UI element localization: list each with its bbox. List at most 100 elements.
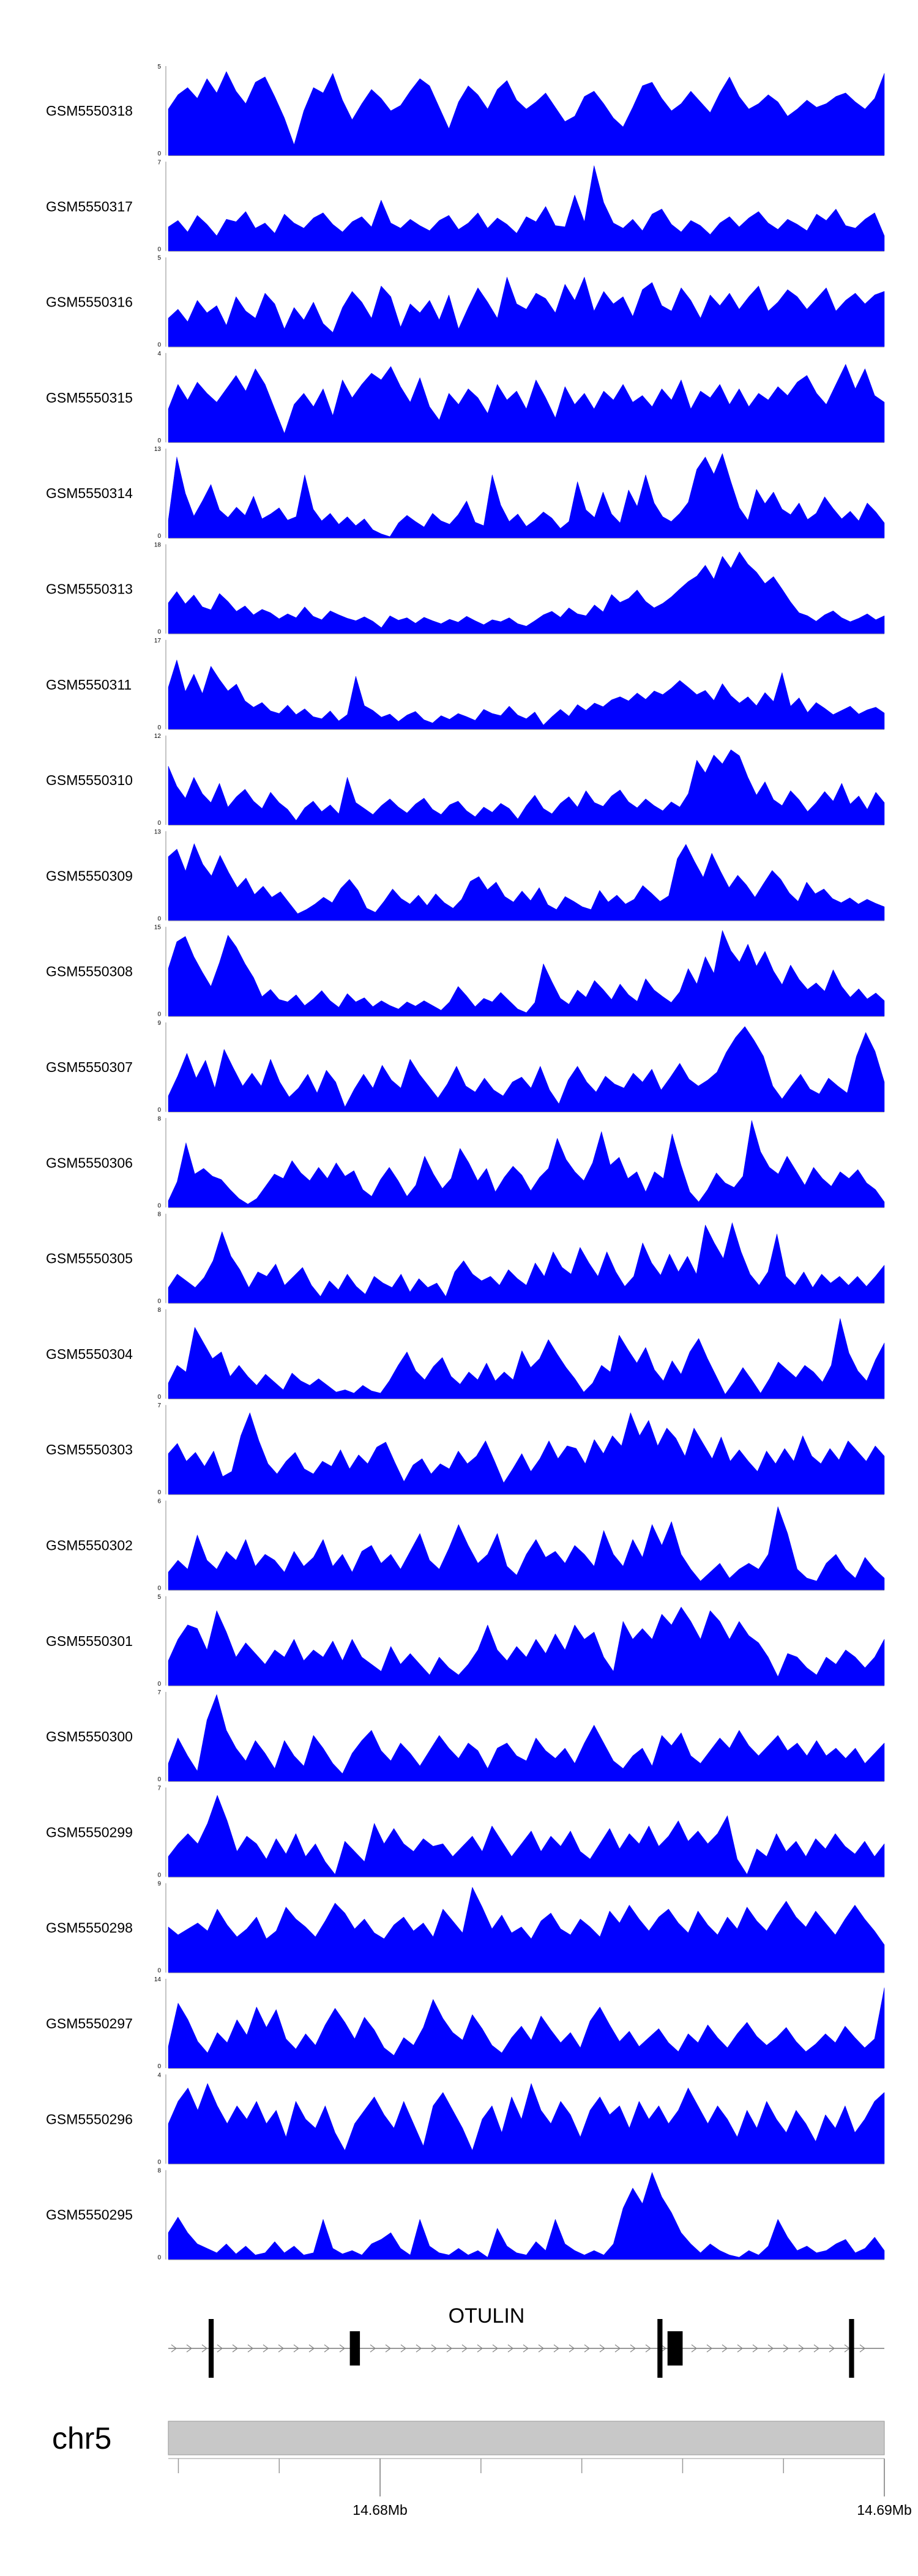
track-ymax-label: 12 — [154, 733, 162, 740]
track-ymin-label: 0 — [157, 820, 161, 827]
strand-arrow-icon — [538, 2344, 545, 2353]
track-ymax-label: 15 — [154, 925, 162, 931]
track-ymax-label: 14 — [154, 1976, 162, 1983]
strand-arrow-icon — [477, 2344, 483, 2353]
track-ymin-label: 0 — [157, 2255, 161, 2261]
strand-arrow-icon — [507, 2344, 514, 2353]
track-GSM5550316: GSM5550316 5 0 — [46, 255, 885, 349]
track-GSM5550299: GSM5550299 7 0 — [46, 1785, 885, 1878]
coverage-area — [168, 1120, 885, 1208]
track-label: GSM5550295 — [46, 2207, 133, 2223]
track-GSM5550301: GSM5550301 5 0 — [46, 1594, 885, 1688]
strand-arrow-icon — [645, 2344, 652, 2353]
strand-arrow-icon — [416, 2344, 422, 2353]
track-label: GSM5550313 — [46, 581, 133, 597]
track-label: GSM5550317 — [46, 198, 133, 214]
track-ymax-label: 4 — [157, 351, 161, 357]
track-ymin-label: 0 — [157, 1298, 161, 1305]
track-ymin-label: 0 — [157, 1968, 161, 1975]
coverage-area — [168, 276, 885, 347]
track-GSM5550302: GSM5550302 6 0 — [46, 1498, 885, 1592]
coverage-tracks: GSM555031850GSM555031770GSM555031650GSM5… — [46, 64, 885, 2261]
track-GSM5550304: GSM5550304 8 0 — [46, 1307, 885, 1401]
coverage-area — [168, 1987, 885, 2069]
track-GSM5550305: GSM5550305 8 0 — [46, 1212, 885, 1305]
strand-arrow-icon — [217, 2344, 223, 2353]
strand-arrow-icon — [293, 2344, 300, 2353]
track-ymax-label: 8 — [157, 2168, 161, 2175]
track-ymax-label: 8 — [157, 1212, 161, 1218]
track-ymin-label: 0 — [157, 1681, 161, 1688]
track-GSM5550298: GSM5550298 9 0 — [46, 1881, 885, 1975]
track-label: GSM5550318 — [46, 103, 133, 119]
strand-arrow-icon — [553, 2344, 560, 2353]
track-GSM5550314: GSM5550314 13 0 — [46, 446, 885, 540]
track-label: GSM5550304 — [46, 1346, 133, 1362]
track-GSM5550310: GSM5550310 12 0 — [46, 733, 885, 827]
track-GSM5550297: GSM5550297 14 0 — [46, 1976, 885, 2070]
strand-arrow-icon — [278, 2344, 285, 2353]
coverage-area — [168, 71, 885, 156]
strand-arrow-icon — [370, 2344, 376, 2353]
coverage-area — [168, 1694, 885, 1782]
strand-arrow-icon — [324, 2344, 330, 2353]
coverage-area — [168, 843, 885, 921]
exon-block — [667, 2331, 683, 2366]
strand-arrow-icon — [767, 2344, 774, 2353]
track-ymin-label: 0 — [157, 629, 161, 636]
coverage-area — [168, 2083, 885, 2164]
track-label: GSM5550296 — [46, 2111, 133, 2127]
coverage-area — [168, 1886, 885, 1973]
track-ymin-label: 0 — [157, 1776, 161, 1783]
track-ymin-label: 0 — [157, 437, 161, 444]
strand-arrow-icon — [614, 2344, 621, 2353]
track-ymin-label: 0 — [157, 1489, 161, 1496]
strand-arrow-icon — [660, 2344, 667, 2353]
track-GSM5550311: GSM5550311 17 0 — [46, 638, 885, 731]
track-GSM5550300: GSM5550300 7 0 — [46, 1689, 885, 1783]
track-ymax-label: 9 — [157, 1881, 161, 1888]
coverage-area — [168, 1318, 885, 1399]
track-label: GSM5550301 — [46, 1633, 133, 1649]
axis-tick-label: 14.68Mb — [353, 2502, 408, 2518]
track-ymin-label: 0 — [157, 246, 161, 253]
track-GSM5550315: GSM5550315 4 0 — [46, 351, 885, 444]
track-ymin-label: 0 — [157, 1011, 161, 1018]
track-ymax-label: 8 — [157, 1115, 161, 1122]
track-ymax-label: 6 — [157, 1498, 161, 1505]
strand-arrow-icon — [492, 2344, 499, 2353]
genomic-axis: 14.68Mb 14.69Mb — [168, 2458, 912, 2518]
coverage-area — [168, 749, 885, 825]
track-GSM5550307: GSM5550307 9 0 — [46, 1020, 885, 1114]
strand-arrow-icon — [431, 2344, 438, 2353]
strand-arrow-icon — [385, 2344, 392, 2353]
coverage-area — [168, 1606, 885, 1686]
track-label: GSM5550306 — [46, 1155, 133, 1171]
exon-block — [349, 2331, 360, 2366]
coverage-area — [168, 1795, 885, 1877]
track-label: GSM5550308 — [46, 964, 133, 980]
coverage-area — [168, 1412, 885, 1495]
strand-arrow-icon — [813, 2344, 820, 2353]
track-ymax-label: 17 — [154, 638, 162, 644]
track-ymax-label: 4 — [157, 2072, 161, 2079]
strand-arrow-icon — [263, 2344, 269, 2353]
strand-arrow-icon — [630, 2344, 636, 2353]
strand-arrow-icon — [186, 2344, 193, 2353]
track-ymin-label: 0 — [157, 342, 161, 349]
strand-arrow-icon — [400, 2344, 407, 2353]
strand-arrow-icon — [247, 2344, 254, 2353]
track-ymin-label: 0 — [157, 1872, 161, 1878]
gene-name-label: OTULIN — [449, 2304, 525, 2328]
strand-arrow-icon — [201, 2344, 208, 2353]
strand-arrow-icon — [737, 2344, 744, 2353]
track-label: GSM5550299 — [46, 1824, 133, 1840]
strand-arrow-icon — [706, 2344, 713, 2353]
track-label: GSM5550311 — [46, 677, 132, 693]
track-label: GSM5550302 — [46, 1538, 133, 1554]
track-GSM5550308: GSM5550308 15 0 — [46, 925, 885, 1018]
track-ymax-label: 13 — [154, 828, 162, 835]
strand-arrow-icon — [752, 2344, 759, 2353]
coverage-area — [168, 1222, 885, 1303]
track-label: GSM5550307 — [46, 1059, 133, 1075]
